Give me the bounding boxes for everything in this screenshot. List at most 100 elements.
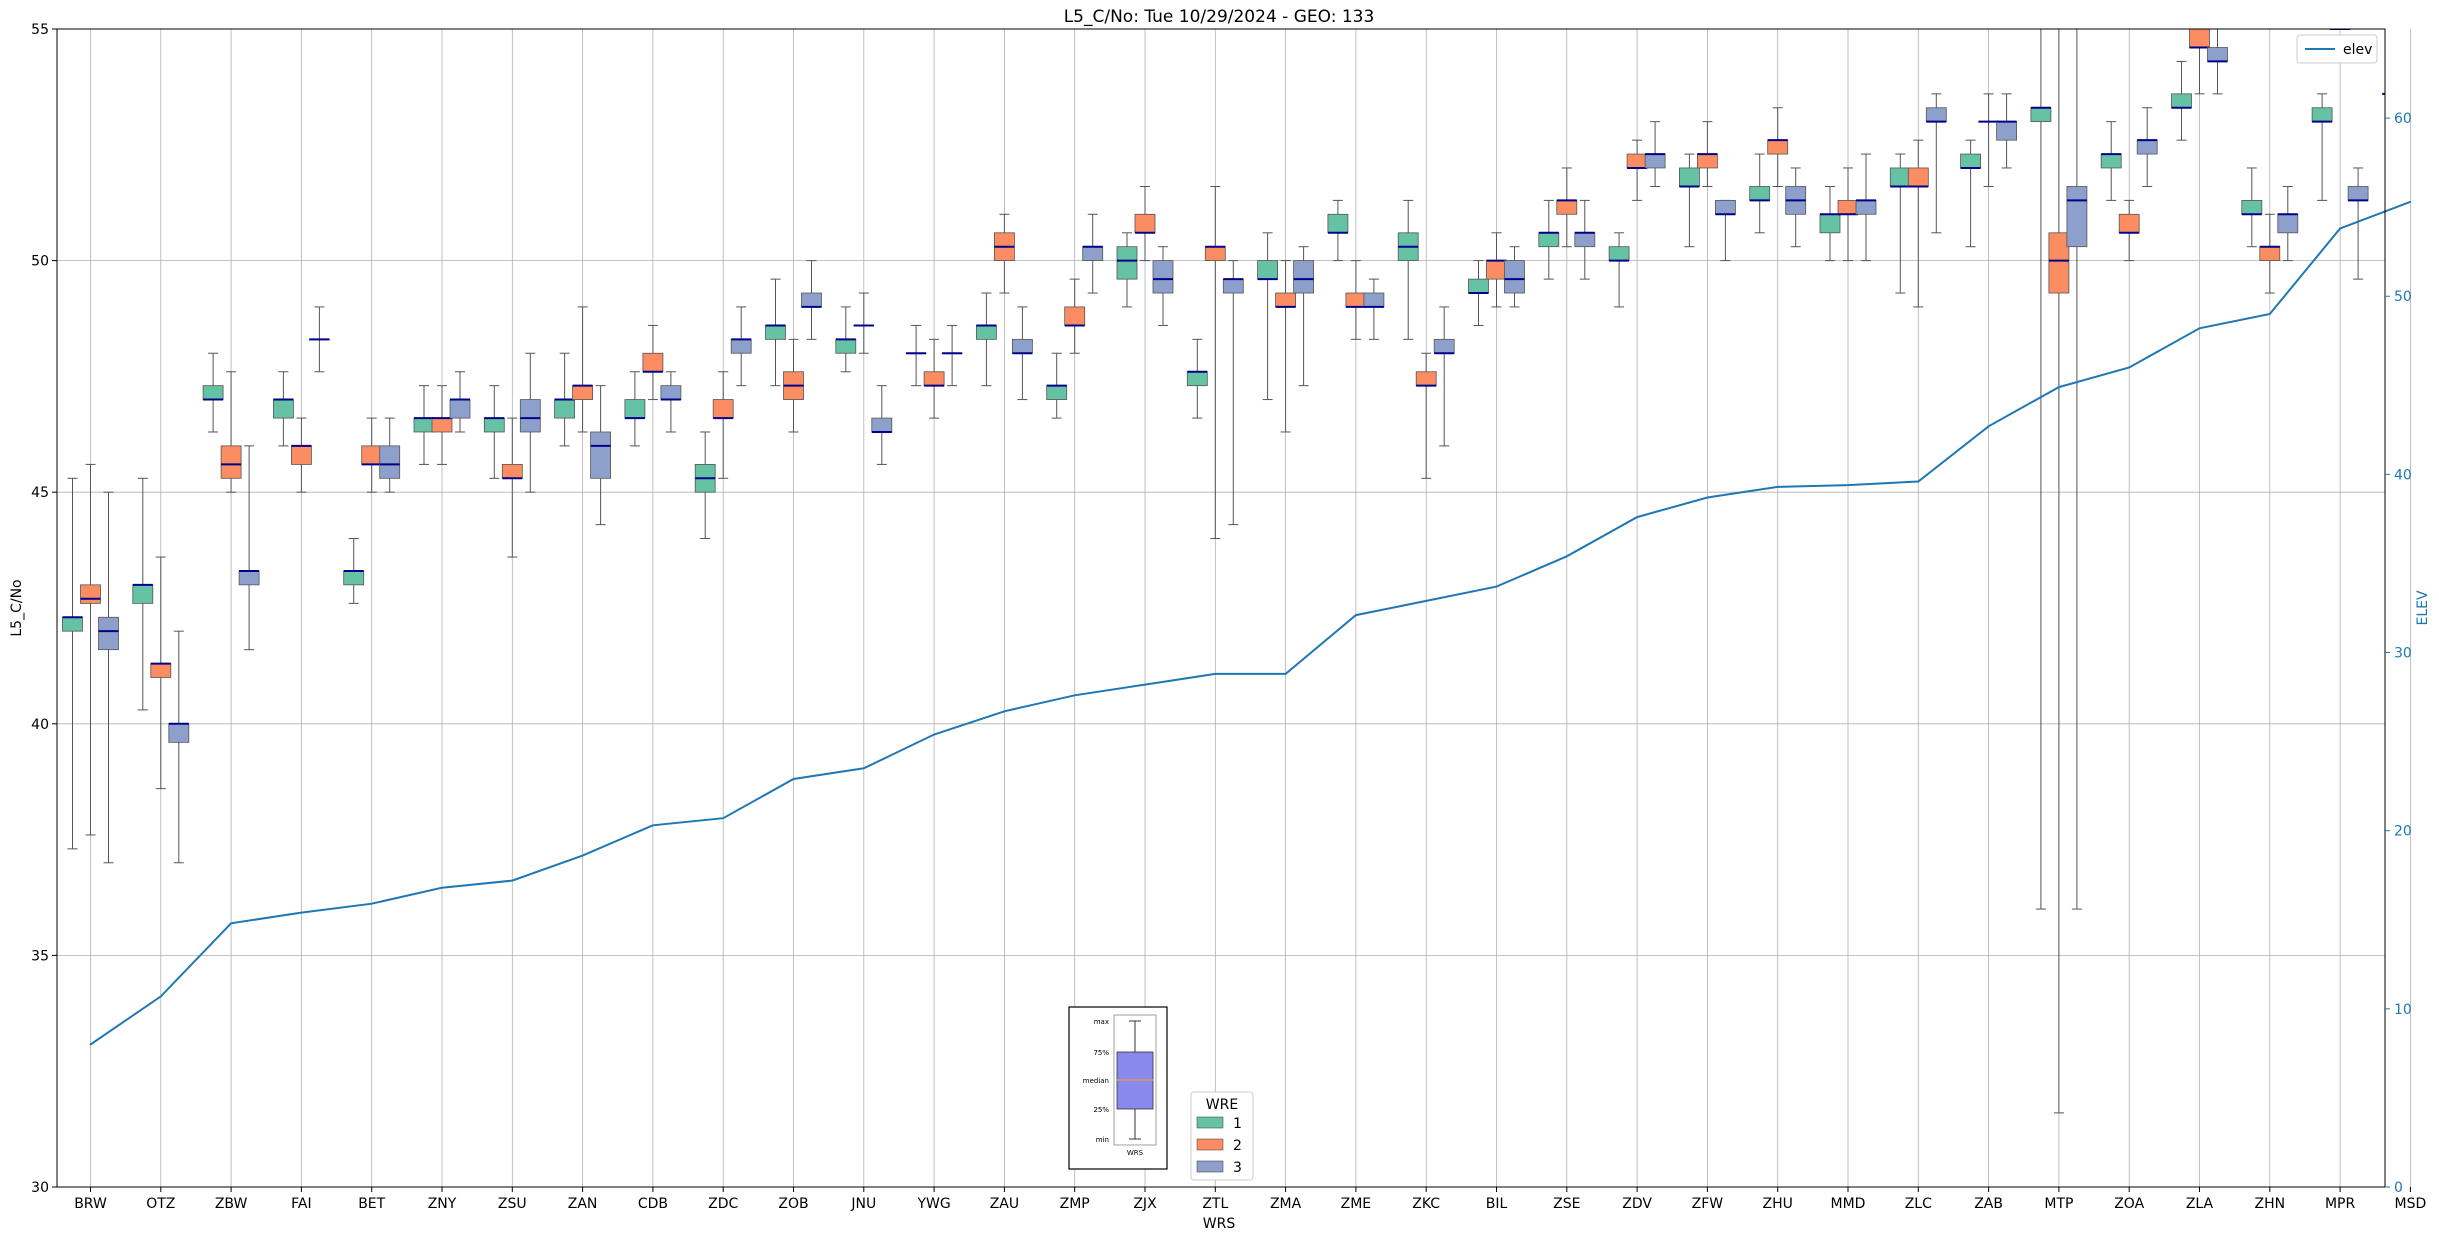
elev-point: [441, 886, 443, 889]
box-body: [519, 399, 541, 433]
box-body: [343, 570, 365, 586]
elev-point: [722, 817, 724, 820]
x-tick-label: OTZ: [146, 1196, 175, 1212]
y-right-tick-label: 10: [2394, 1002, 2412, 1018]
elev-point: [1003, 710, 1006, 713]
box-body: [1819, 213, 1841, 234]
box-body: [923, 371, 945, 387]
wre-legend-label-2: 2: [1233, 1138, 1242, 1154]
x-tick-label: ZMP: [1060, 1196, 1090, 1212]
box-body: [238, 570, 260, 586]
x-tick-label: ZOA: [2114, 1196, 2144, 1212]
elev-legend: elev: [2296, 34, 2378, 64]
box-layer: [62, 29, 2385, 1114]
box-body: [220, 445, 242, 479]
elev-point: [1355, 614, 1357, 616]
box-group: [62, 29, 2385, 1114]
box-body: [1767, 139, 1789, 155]
box-body: [976, 325, 997, 340]
box-body: [1889, 167, 1911, 187]
x-tick-label: ZKC: [1412, 1196, 1440, 1212]
wre-legend: WRE 1 2 3: [1190, 1091, 1254, 1181]
x-tick-label: ZLC: [1905, 1196, 1932, 1212]
box-body: [202, 385, 224, 400]
x-tick-label: ZTL: [1202, 1196, 1228, 1212]
box-body: [501, 464, 523, 479]
elev-point: [2409, 201, 2412, 203]
key-label-75: 75%: [1093, 1049, 1109, 1057]
box-body: [1327, 213, 1349, 234]
y-axis-label: L5_C/No: [9, 579, 25, 636]
x-tick-label: ZSE: [1553, 1196, 1580, 1212]
y-tick-label: 50: [31, 254, 49, 270]
y-tick-label: 35: [31, 948, 49, 964]
box-body: [1697, 153, 1718, 169]
y-tick-label: 55: [31, 22, 49, 38]
box-body: [1468, 278, 1489, 294]
box-body: [1960, 153, 1981, 169]
wre-legend-label-1: 1: [1233, 1116, 1242, 1132]
elev-point: [1847, 484, 1849, 486]
box-body: [590, 431, 611, 479]
box-body: [1608, 246, 1630, 261]
box-body: [1222, 278, 1244, 294]
x-tick-label: ZHN: [2255, 1196, 2286, 1212]
box-body: [730, 338, 752, 354]
elev-point: [1214, 673, 1217, 675]
box-body: [1715, 199, 1736, 215]
box-body: [150, 663, 172, 678]
x-tick-label: ZBW: [215, 1196, 248, 1212]
x-tick-label: ZSU: [498, 1196, 527, 1212]
box-body: [660, 385, 682, 400]
box-body: [712, 399, 734, 419]
box-body: [1556, 199, 1578, 215]
elev-point: [933, 733, 935, 736]
box-body: [2207, 47, 2228, 62]
box-body: [2311, 107, 2333, 123]
key-label-25: 25%: [1093, 1106, 1109, 1114]
box-body: [1538, 232, 1560, 248]
x-axis-label: WRS: [1203, 1216, 1236, 1232]
elev-point: [370, 902, 373, 905]
box-body: [1433, 338, 1455, 354]
boxplot-key: max 75% median 25% min WRS: [1068, 1006, 1168, 1170]
right-axis: 0 10 20 30 40 50 60: [2385, 111, 2412, 1196]
box-body: [2259, 246, 2281, 261]
x-tick-label: MSD: [2395, 1196, 2427, 1212]
left-axis: 30 35 40 45 50 55: [31, 22, 57, 1196]
wre-legend-swatch-3: [1196, 1160, 1224, 1173]
box-body: [835, 338, 857, 354]
box-body: [98, 616, 119, 651]
y-axis-label-right: ELEV: [2415, 590, 2431, 625]
key-label-max: max: [1094, 1018, 1109, 1026]
elev-point: [581, 854, 584, 857]
elev-point: [300, 911, 303, 914]
box-body: [1275, 292, 1296, 308]
x-tick-label: BET: [358, 1196, 385, 1212]
box-body: [1116, 246, 1138, 280]
x-tick-label: MTP: [2044, 1196, 2073, 1212]
box-body: [132, 584, 154, 604]
x-tick-label: ZAB: [1974, 1196, 2003, 1212]
bottom-axis: BRW OTZ ZBW FAI BET ZNY ZSU ZAN CDB ZDC ZOB JNU YWG Z…: [74, 1187, 2426, 1212]
x-tick-label: ZNY: [428, 1196, 457, 1212]
wre-legend-label-3: 3: [1233, 1160, 1242, 1176]
elev-point: [1144, 683, 1146, 686]
y-right-tick-label: 0: [2394, 1180, 2403, 1196]
boxplot-key-inner: [1113, 1014, 1157, 1146]
y-right-tick-label: 30: [2394, 646, 2412, 662]
box-body: [1749, 186, 1771, 201]
box-body: [361, 445, 383, 465]
box-body: [80, 584, 101, 604]
wre-legend-swatch-1: [1196, 1116, 1224, 1129]
elev-point: [2128, 366, 2130, 369]
x-tick-label: ZJX: [1133, 1196, 1157, 1212]
elev-point: [863, 767, 865, 770]
chart-title: L5_C/No: Tue 10/29/2024 - GEO: 133: [1064, 7, 1375, 27]
box-body: [1345, 292, 1367, 308]
box-body: [290, 445, 312, 465]
box-body: [449, 399, 471, 419]
x-tick-label: JNU: [850, 1196, 876, 1212]
box-body: [1626, 153, 1648, 169]
elev-point: [1495, 585, 1498, 588]
